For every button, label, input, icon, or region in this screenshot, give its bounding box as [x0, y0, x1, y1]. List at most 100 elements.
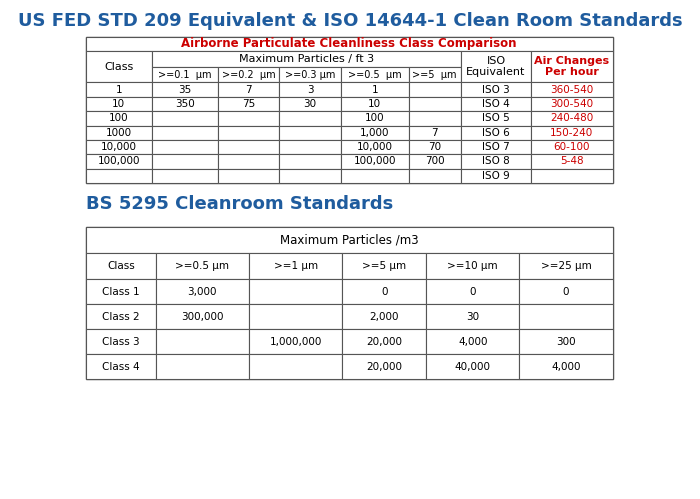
Text: ISO 7: ISO 7	[482, 142, 510, 152]
Bar	[152, 111, 218, 126]
Bar	[218, 67, 279, 82]
Text: 30: 30	[466, 312, 480, 322]
Bar	[86, 169, 152, 183]
Bar	[152, 67, 218, 82]
Text: 1: 1	[116, 84, 122, 95]
Bar	[461, 169, 531, 183]
Bar	[519, 279, 612, 304]
Text: BS 5295 Cleanroom Standards: BS 5295 Cleanroom Standards	[86, 195, 393, 213]
Bar	[341, 67, 409, 82]
Text: Class 4: Class 4	[102, 362, 139, 372]
Text: Class 2: Class 2	[102, 312, 139, 322]
Text: 7: 7	[245, 84, 252, 95]
Bar	[279, 97, 341, 111]
Bar	[342, 304, 426, 329]
Text: ISO 6: ISO 6	[482, 128, 510, 138]
Text: >=5 μm: >=5 μm	[362, 261, 406, 271]
Bar	[461, 82, 531, 97]
Text: >=0.5  μm: >=0.5 μm	[348, 70, 402, 80]
Text: 75: 75	[242, 99, 256, 109]
Text: >=0.5 μm: >=0.5 μm	[176, 261, 230, 271]
Bar	[519, 304, 612, 329]
Bar	[86, 354, 155, 379]
Bar	[86, 111, 152, 126]
Text: ISO 4: ISO 4	[482, 99, 510, 109]
Text: 4,000: 4,000	[458, 337, 487, 347]
Text: 100,000: 100,000	[354, 157, 396, 167]
Text: 1,000: 1,000	[360, 128, 389, 138]
Text: 7: 7	[431, 128, 438, 138]
Bar	[218, 169, 279, 183]
Text: Class: Class	[107, 261, 134, 271]
Bar	[519, 354, 612, 379]
Bar	[152, 50, 461, 67]
Bar	[86, 50, 152, 82]
Bar	[426, 304, 519, 329]
Bar	[152, 97, 218, 111]
Text: 360-540: 360-540	[550, 84, 594, 95]
Text: >=0.2  μm: >=0.2 μm	[222, 70, 276, 80]
Text: >=0.1  μm: >=0.1 μm	[158, 70, 211, 80]
Bar	[279, 126, 341, 140]
Bar	[218, 126, 279, 140]
Bar	[279, 82, 341, 97]
Bar	[461, 154, 531, 169]
Text: 700: 700	[425, 157, 444, 167]
Bar	[86, 279, 155, 304]
Text: 60-100: 60-100	[554, 142, 590, 152]
Text: 20,000: 20,000	[366, 362, 402, 372]
Bar	[531, 126, 612, 140]
Bar	[461, 140, 531, 154]
Text: Class: Class	[104, 61, 134, 71]
Bar	[218, 111, 279, 126]
Bar	[279, 111, 341, 126]
Text: 0: 0	[381, 287, 387, 297]
Text: 10,000: 10,000	[101, 142, 137, 152]
Text: 30: 30	[303, 99, 316, 109]
Text: Class 3: Class 3	[102, 337, 139, 347]
Text: 1: 1	[371, 84, 378, 95]
Bar	[218, 140, 279, 154]
Text: >=25 μm: >=25 μm	[540, 261, 592, 271]
Text: 70: 70	[428, 142, 441, 152]
Bar	[409, 111, 461, 126]
Bar	[249, 279, 342, 304]
Bar	[341, 97, 409, 111]
Bar	[461, 111, 531, 126]
Text: 150-240: 150-240	[550, 128, 594, 138]
Text: ISO 5: ISO 5	[482, 113, 510, 123]
Bar	[155, 253, 249, 279]
Bar	[426, 329, 519, 354]
Bar	[155, 329, 249, 354]
Text: Maximum Particles /m3: Maximum Particles /m3	[280, 234, 419, 247]
Bar	[152, 82, 218, 97]
Bar	[341, 111, 409, 126]
Text: 3: 3	[307, 84, 314, 95]
Bar	[249, 329, 342, 354]
Bar	[279, 140, 341, 154]
Text: >=0.3 μm: >=0.3 μm	[285, 70, 335, 80]
Bar	[519, 253, 612, 279]
Bar	[461, 97, 531, 111]
Bar	[461, 50, 531, 82]
Text: >=10 μm: >=10 μm	[447, 261, 498, 271]
Text: 300,000: 300,000	[181, 312, 223, 322]
Bar	[531, 111, 612, 126]
Text: 5-48: 5-48	[560, 157, 584, 167]
Bar	[531, 97, 612, 111]
Bar	[531, 50, 612, 82]
Bar	[341, 126, 409, 140]
Text: 350: 350	[175, 99, 195, 109]
Bar	[86, 82, 152, 97]
Bar	[426, 354, 519, 379]
Bar	[249, 304, 342, 329]
Bar	[341, 82, 409, 97]
Bar	[531, 154, 612, 169]
Text: 20,000: 20,000	[366, 337, 402, 347]
Text: ISO 9: ISO 9	[482, 171, 510, 181]
Bar	[426, 279, 519, 304]
Bar	[519, 329, 612, 354]
Bar	[86, 329, 155, 354]
Text: 0: 0	[563, 287, 569, 297]
Text: 2,000: 2,000	[370, 312, 399, 322]
